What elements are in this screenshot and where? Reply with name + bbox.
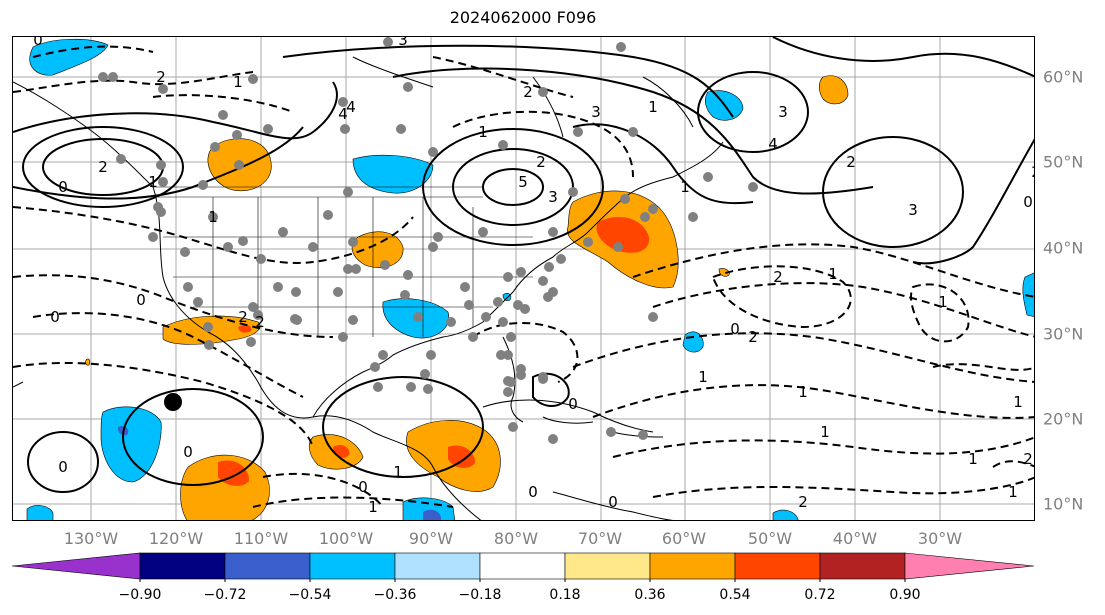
- contour-label: 0: [568, 395, 578, 413]
- contour-label: 2: [238, 308, 248, 326]
- lat-label: 60°N: [1043, 67, 1084, 87]
- contour-label: 1: [208, 208, 218, 226]
- colorbar-segment: [564, 552, 651, 580]
- contour-label: 2: [846, 153, 856, 171]
- map-title: 2024062000 F096: [449, 8, 597, 27]
- colorbar-segment: [139, 552, 226, 580]
- lat-label: 20°N: [1043, 409, 1084, 429]
- contour-label: 0: [183, 443, 193, 461]
- lon-label: 40°W: [832, 529, 878, 548]
- lon-label: 80°W: [493, 529, 539, 548]
- colorbar-tick-label: 0.72: [804, 587, 836, 603]
- lon-label: 60°W: [661, 529, 707, 548]
- contour-label: 1: [680, 178, 690, 196]
- contour-label: 2: [98, 158, 108, 176]
- colorbar-segment: [394, 552, 481, 580]
- contour-label: 4: [346, 98, 356, 116]
- map-canvas: 0213421210453321342302100122020121100121…: [13, 37, 1035, 520]
- contour-label: 1: [938, 293, 948, 311]
- colorbar-tick-label: 0.90: [889, 587, 921, 603]
- contour-label: 2: [1023, 450, 1033, 468]
- colorbar-extend-min: [11, 552, 141, 580]
- lat-label: 30°N: [1043, 324, 1084, 344]
- contour-label: 2: [255, 313, 265, 331]
- contour-label: 1: [820, 423, 830, 441]
- contour-label: 0: [730, 320, 740, 338]
- dashed-contours: [13, 45, 1034, 508]
- lat-label: 10°N: [1043, 494, 1084, 514]
- contour-label: 1: [698, 368, 708, 386]
- colorbar-tick-label: −0.18: [458, 587, 502, 603]
- lon-label: 70°W: [577, 529, 623, 548]
- colorbar-tick-label: 0.18: [549, 587, 581, 603]
- colorbar-segment: [479, 552, 566, 580]
- colorbar: [11, 552, 1035, 582]
- solid-contours: [13, 37, 1034, 493]
- lon-label: 130°W: [63, 529, 119, 548]
- contour-label: 2: [523, 83, 533, 101]
- colorbar-segment: [309, 552, 396, 580]
- lon-label: 90°W: [408, 529, 454, 548]
- contour-label: 0: [358, 478, 368, 496]
- coastlines: [13, 56, 724, 520]
- contour-label: 3: [591, 103, 601, 121]
- contour-label: 3: [908, 201, 918, 219]
- contour-label: 1: [148, 173, 158, 191]
- contour-label: 4: [338, 105, 348, 123]
- colorbar-tick-label: −0.72: [203, 587, 247, 603]
- colorbar-tick-label: 0.54: [719, 587, 751, 603]
- contour-label: 5: [518, 173, 528, 191]
- contour-label: 2: [798, 493, 808, 511]
- contour-label: 1: [798, 383, 808, 401]
- contour-label: 2: [748, 328, 758, 346]
- contour-label: 0: [136, 291, 146, 309]
- colorbar-extend-max: [904, 552, 1035, 580]
- lon-label: 110°W: [233, 529, 289, 548]
- contour-label: 1: [968, 450, 978, 468]
- colorbar-segment: [734, 552, 821, 580]
- map-panel: 0213421210453321342302100122020121100121…: [12, 36, 1035, 521]
- contour-label: 3: [778, 103, 788, 121]
- contour-label: 0: [50, 308, 60, 326]
- colorbar-tick-label: −0.36: [373, 587, 417, 603]
- lon-label: 120°W: [148, 529, 204, 548]
- contour-label: 0: [33, 37, 43, 49]
- highlight-marker: [164, 393, 182, 411]
- contour-label: 4: [768, 135, 778, 153]
- contour-label: 0: [608, 493, 618, 511]
- contour-label: 3: [548, 188, 558, 206]
- contour-label: 0: [58, 178, 68, 196]
- contour-label: 2: [773, 268, 783, 286]
- contour-label: 2: [536, 153, 546, 171]
- colorbar-tick-label: −0.90: [118, 587, 162, 603]
- lat-label: 50°N: [1043, 152, 1084, 172]
- contour-label: 1: [233, 73, 243, 91]
- lon-label: 50°W: [747, 529, 793, 548]
- contour-labels: 0213421210453321342302100122020121100121…: [33, 37, 1035, 516]
- station-dots: [98, 37, 758, 444]
- contour-label: 0: [528, 483, 538, 501]
- contour-label: 1: [648, 98, 658, 116]
- contour-label: 1: [393, 463, 403, 481]
- colorbar-tick-label: −0.54: [288, 587, 332, 603]
- colorbar-tick-label: 0.36: [634, 587, 666, 603]
- contour-label: 1: [1013, 393, 1023, 411]
- lon-label: 30°W: [917, 529, 963, 548]
- contour-label: 2: [156, 68, 166, 86]
- contour-label: 3: [398, 37, 408, 49]
- colorbar-segment: [649, 552, 736, 580]
- lon-label: 100°W: [318, 529, 374, 548]
- contour-label: 1: [478, 123, 488, 141]
- lat-label: 40°N: [1043, 238, 1084, 258]
- contour-label: 1: [1008, 483, 1018, 501]
- colorbar-segment: [224, 552, 311, 580]
- contour-label: 1: [828, 265, 838, 283]
- colorbar-segment: [819, 552, 906, 580]
- contour-label: 1: [368, 498, 378, 516]
- contour-label: 0: [1023, 193, 1033, 211]
- contour-label: 0: [58, 458, 68, 476]
- state-borders: [153, 186, 533, 337]
- contour-label: 2: [1031, 163, 1035, 181]
